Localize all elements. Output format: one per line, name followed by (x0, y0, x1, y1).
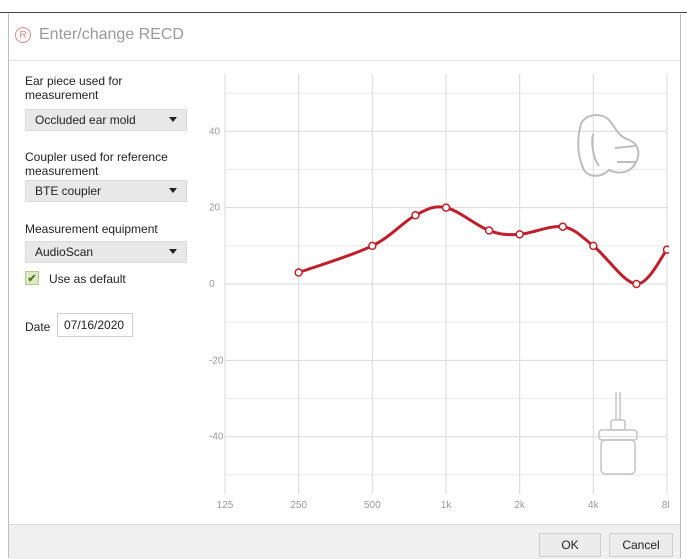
recd-chart: 125 250 500 1k 2k 4k 8k 40 20 0 -20 -40 (209, 74, 670, 511)
use-as-default-checkbox[interactable]: ✔ (25, 271, 39, 285)
data-point[interactable] (662, 245, 670, 254)
equipment-label: Measurement equipment (25, 222, 158, 236)
checkmark-icon: ✔ (27, 272, 37, 285)
ear-mold-icon (577, 114, 640, 177)
use-as-default-label: Use as default (49, 272, 126, 286)
x-tick-label: 8k (662, 500, 669, 511)
data-point[interactable] (558, 222, 568, 231)
y-tick-label: 0 (209, 279, 215, 290)
x-tick-label: 250 (290, 500, 307, 511)
background-window-strip (0, 0, 687, 13)
x-tick-label: 2k (514, 500, 526, 511)
chart-grid (224, 74, 668, 494)
registered-icon: R (15, 27, 31, 43)
equipment-value: AudioScan (35, 245, 94, 259)
data-point[interactable] (368, 241, 377, 251)
x-tick-label: 500 (364, 500, 381, 511)
ok-button[interactable]: OK (539, 533, 601, 557)
y-tick-label: 40 (209, 126, 221, 137)
y-tick-label: -20 (209, 355, 224, 366)
y-tick-label: 20 (209, 203, 221, 214)
date-input[interactable]: 07/16/2020 (57, 313, 133, 337)
ear-piece-label: Ear piece used for measurement (25, 74, 123, 102)
chart-series (294, 203, 670, 289)
coupler-label: Coupler used for reference measurement (25, 150, 168, 178)
data-point[interactable] (441, 203, 451, 212)
recd-dialog: R Enter/change RECD Ear piece used for m… (8, 14, 681, 559)
coupler-value: BTE coupler (35, 184, 102, 198)
dialog-footer: OK Cancel (9, 524, 680, 559)
x-tick-label: 125 (217, 500, 234, 511)
cancel-button[interactable]: Cancel (609, 533, 673, 557)
x-tick-label: 1k (441, 500, 453, 511)
y-tick-label: -40 (209, 432, 224, 443)
ear-piece-select[interactable]: Occluded ear mold (25, 109, 187, 131)
chevron-down-icon (169, 117, 177, 122)
date-label: Date (25, 320, 51, 334)
data-point[interactable] (294, 268, 303, 277)
chart-ticks: 125 250 500 1k 2k 4k 8k 40 20 0 -20 -40 (209, 126, 669, 511)
data-point[interactable] (484, 226, 494, 235)
chevron-down-icon (169, 249, 177, 254)
coupler-select[interactable]: BTE coupler (25, 180, 187, 202)
equipment-select[interactable]: AudioScan (25, 241, 187, 263)
data-point[interactable] (589, 241, 598, 251)
x-tick-label: 4k (588, 500, 600, 511)
chevron-down-icon (169, 188, 177, 193)
data-point[interactable] (632, 279, 641, 289)
data-point[interactable] (515, 230, 524, 239)
recd-curve (298, 205, 669, 286)
coupler-icon (598, 392, 638, 475)
ear-piece-value: Occluded ear mold (35, 113, 136, 127)
title-divider (9, 60, 680, 61)
dialog-title: Enter/change RECD (39, 26, 184, 43)
dialog-title-bar: R Enter/change RECD (15, 26, 184, 44)
data-point[interactable] (411, 211, 420, 220)
